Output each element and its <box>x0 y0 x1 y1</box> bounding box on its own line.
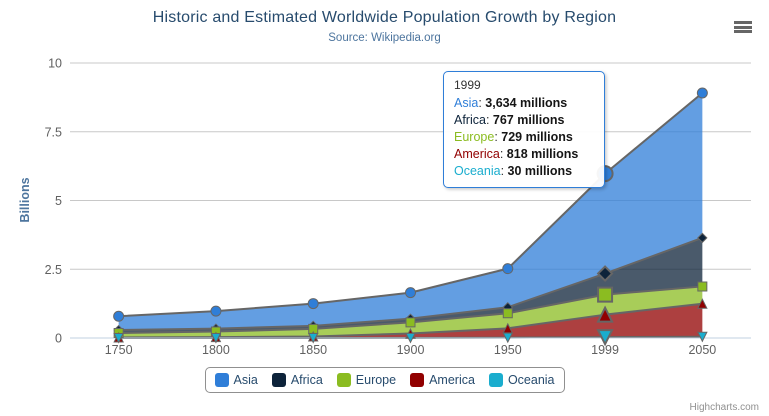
menu-bar-icon <box>734 21 752 24</box>
point-asia-1800[interactable] <box>210 305 222 317</box>
point-europe-1999[interactable] <box>597 286 614 303</box>
menu-bar-icon <box>734 25 752 29</box>
tooltip-row-oceania: Oceania: 30 millions <box>454 164 573 178</box>
tooltip-row-asia: Asia: 3,634 millions <box>454 96 568 110</box>
point-europe-1950[interactable] <box>502 308 513 319</box>
point-america-2050[interactable] <box>697 298 708 309</box>
yaxis-tick-label: 5 <box>55 194 62 208</box>
point-asia-2050[interactable] <box>696 87 708 99</box>
legend: Asia Africa Europe America Oceania <box>204 367 565 393</box>
point-africa-1999[interactable] <box>596 265 614 282</box>
point-oceania-2050[interactable] <box>697 331 708 343</box>
legend-symbol-europe <box>336 373 351 387</box>
credits-link[interactable]: Highcharts.com <box>689 402 759 413</box>
point-europe-2050[interactable] <box>697 281 708 292</box>
xaxis-tick-label: 1999 <box>591 343 619 357</box>
point-europe-1900[interactable] <box>405 317 416 328</box>
point-asia-1900[interactable] <box>405 287 416 299</box>
tooltip-row-africa: Africa: 767 millions <box>454 113 565 127</box>
tooltip: 1999 Asia: 3,634 millions Africa: 767 mil… <box>443 71 605 188</box>
point-oceania-1950[interactable] <box>502 332 514 344</box>
point-asia-1750[interactable] <box>113 310 125 322</box>
chart-subtitle: Source: Wikipedia.org <box>328 32 441 44</box>
legend-item-africa[interactable]: Africa <box>271 373 323 387</box>
point-oceania-1900[interactable] <box>405 332 416 344</box>
menu-bar-icon <box>734 30 752 33</box>
tooltip-header: 1999 <box>454 78 481 92</box>
legend-symbol-asia <box>214 373 229 387</box>
tooltip-row-europe: Europe: 729 millions <box>454 130 573 144</box>
yaxis-tick-label: 7.5 <box>45 125 62 139</box>
legend-item-america[interactable]: America <box>410 373 475 387</box>
legend-item-europe[interactable]: Europe <box>336 373 397 387</box>
tooltip-rows: Asia: 3,634 millions Africa: 767 millions… <box>454 95 594 180</box>
xaxis-tick-label: 1900 <box>397 343 425 357</box>
point-oceania-1800[interactable] <box>210 332 222 344</box>
xaxis-tick-label: 2050 <box>688 343 716 357</box>
tooltip-row-america: America: 818 millions <box>454 147 579 161</box>
legend-item-asia[interactable]: Asia <box>214 373 258 387</box>
xaxis-tick-label: 1950 <box>494 343 522 357</box>
series-area-america[interactable] <box>118 303 703 338</box>
legend-label: Asia <box>233 373 258 387</box>
point-asia-1950[interactable] <box>502 263 514 275</box>
legend-item-oceania[interactable]: Oceania <box>488 373 555 387</box>
series-area-asia[interactable] <box>118 93 703 331</box>
point-america-1999[interactable] <box>596 305 614 323</box>
xaxis-tick-label: 1750 <box>105 343 133 357</box>
point-africa-2050[interactable] <box>697 232 708 244</box>
point-oceania-1850[interactable] <box>307 332 319 344</box>
series-area-africa[interactable] <box>118 237 703 333</box>
point-asia-1850[interactable] <box>307 298 319 310</box>
legend-symbol-america <box>410 373 425 387</box>
legend-symbol-oceania <box>488 373 503 387</box>
point-oceania-1999[interactable] <box>596 329 614 347</box>
legend-label: Oceania <box>507 373 555 387</box>
yaxis-tick-label: 10 <box>48 57 62 71</box>
xaxis-tick-label: 1800 <box>202 343 230 357</box>
context-menu-button[interactable] <box>734 21 752 33</box>
yaxis-tick-label: 0 <box>55 332 62 346</box>
legend-symbol-africa <box>271 373 286 387</box>
xaxis-tick-label: 1850 <box>299 343 327 357</box>
yaxis-title: Billions <box>18 177 32 222</box>
legend-label: America <box>429 373 475 387</box>
chart-title: Historic and Estimated Worldwide Populat… <box>152 9 617 26</box>
point-oceania-1750[interactable] <box>113 332 124 344</box>
legend-label: Europe <box>355 373 397 387</box>
yaxis-tick-label: 2.5 <box>45 263 62 277</box>
legend-label: Africa <box>290 373 323 387</box>
